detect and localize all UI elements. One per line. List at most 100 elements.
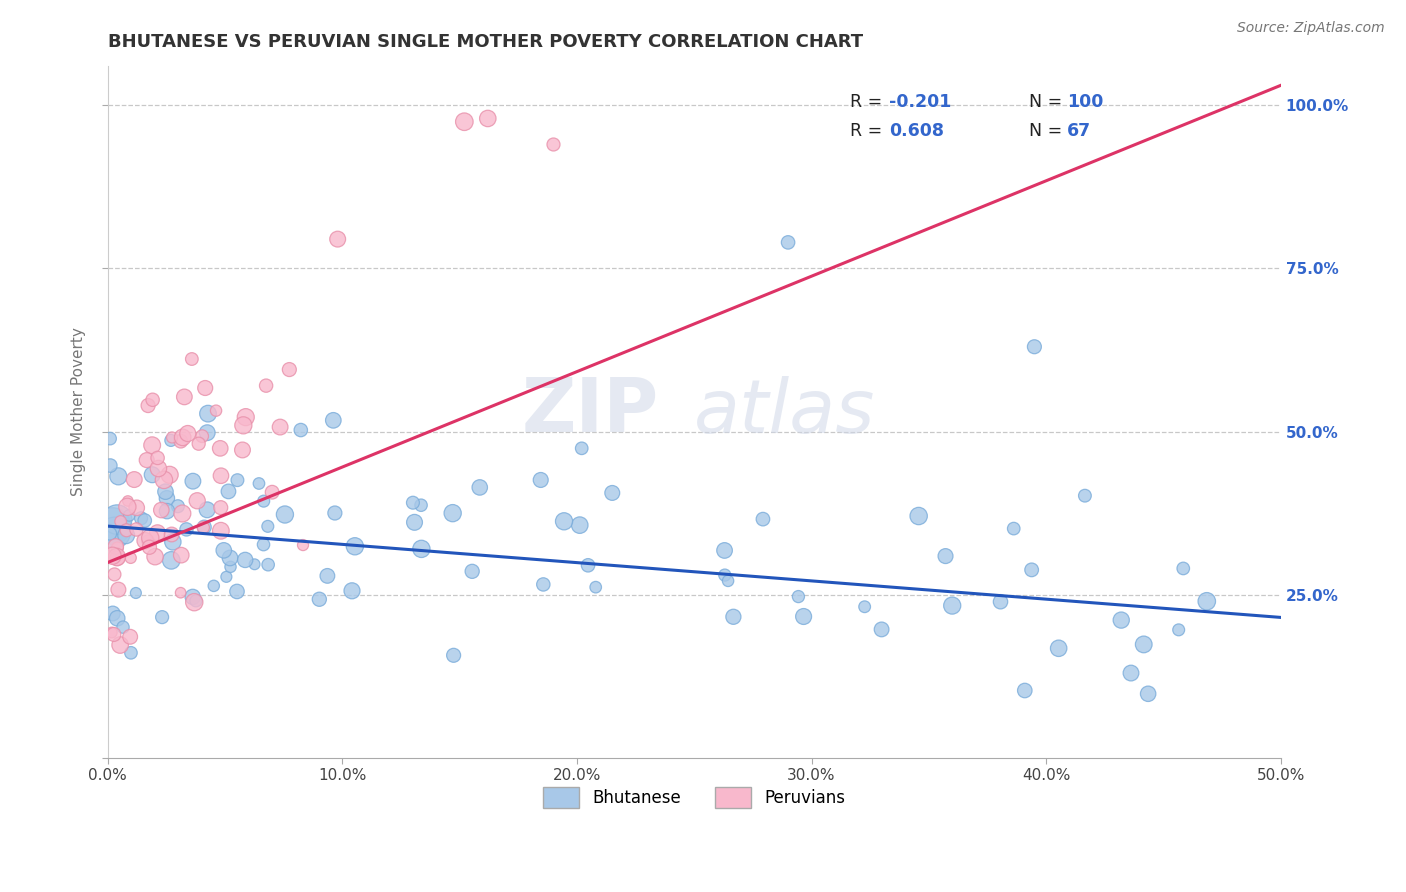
Point bbox=[115, 524, 138, 538]
Point bbox=[215, 570, 238, 584]
Point bbox=[159, 467, 181, 482]
Point bbox=[114, 523, 136, 537]
Point bbox=[409, 498, 432, 512]
Point bbox=[103, 627, 125, 641]
Point bbox=[141, 438, 163, 452]
Point bbox=[209, 468, 232, 483]
Point bbox=[1024, 340, 1046, 354]
Point bbox=[103, 567, 125, 582]
Point bbox=[117, 500, 139, 514]
Point bbox=[274, 508, 297, 522]
Point bbox=[177, 426, 200, 441]
Point bbox=[219, 559, 242, 574]
Point bbox=[129, 511, 152, 525]
Text: R =: R = bbox=[851, 122, 889, 140]
Point bbox=[247, 476, 270, 491]
Point bbox=[209, 524, 232, 538]
Point bbox=[404, 516, 426, 530]
Y-axis label: Single Mother Poverty: Single Mother Poverty bbox=[72, 327, 86, 497]
Point bbox=[209, 442, 232, 456]
Point bbox=[571, 442, 593, 456]
Point bbox=[104, 525, 127, 540]
Point bbox=[146, 525, 169, 540]
Point bbox=[233, 553, 256, 567]
Text: BHUTANESE VS PERUVIAN SINGLE MOTHER POVERTY CORRELATION CHART: BHUTANESE VS PERUVIAN SINGLE MOTHER POVE… bbox=[108, 33, 863, 51]
Point bbox=[105, 611, 128, 625]
Point bbox=[793, 609, 815, 624]
Point bbox=[153, 473, 176, 487]
Point bbox=[257, 558, 280, 572]
Point bbox=[219, 551, 242, 566]
Point bbox=[107, 582, 129, 597]
Point bbox=[235, 410, 257, 425]
Point bbox=[150, 610, 173, 624]
Point bbox=[778, 235, 800, 250]
Point bbox=[340, 583, 363, 598]
Point bbox=[461, 565, 484, 579]
Text: N =: N = bbox=[1029, 94, 1067, 112]
Point bbox=[468, 480, 491, 494]
Point bbox=[907, 508, 929, 523]
Point bbox=[184, 594, 207, 608]
Point bbox=[125, 523, 148, 537]
Point bbox=[1109, 613, 1132, 627]
Point bbox=[136, 534, 159, 549]
Point bbox=[160, 553, 183, 567]
Point bbox=[120, 630, 142, 644]
Point bbox=[186, 493, 208, 508]
Point bbox=[143, 549, 166, 564]
Text: -0.201: -0.201 bbox=[889, 94, 952, 112]
Point bbox=[107, 469, 129, 483]
Point bbox=[100, 625, 122, 640]
Point bbox=[120, 646, 142, 660]
Point bbox=[134, 533, 156, 548]
Point bbox=[934, 549, 956, 563]
Point bbox=[217, 484, 239, 499]
Point bbox=[568, 518, 591, 533]
Point bbox=[600, 486, 623, 500]
Point bbox=[253, 494, 276, 508]
Point bbox=[176, 522, 198, 536]
Point bbox=[98, 526, 121, 541]
Point bbox=[101, 607, 124, 621]
Text: R =: R = bbox=[851, 94, 889, 112]
Legend: Bhutanese, Peruvians: Bhutanese, Peruvians bbox=[536, 780, 852, 815]
Point bbox=[194, 381, 217, 395]
Point bbox=[150, 503, 173, 517]
Point bbox=[290, 423, 312, 437]
Point bbox=[453, 114, 475, 128]
Point bbox=[134, 514, 156, 528]
Point bbox=[308, 592, 330, 607]
Point bbox=[160, 434, 183, 448]
Point bbox=[477, 112, 499, 126]
Point bbox=[135, 453, 157, 467]
Point bbox=[990, 595, 1012, 609]
Point bbox=[402, 496, 425, 510]
Point bbox=[269, 420, 291, 434]
Point bbox=[443, 648, 465, 663]
Point bbox=[148, 461, 170, 475]
Point bbox=[193, 520, 215, 534]
Point bbox=[343, 539, 366, 553]
Point bbox=[941, 599, 963, 613]
Point bbox=[118, 508, 141, 523]
Point bbox=[1132, 637, 1154, 651]
Point bbox=[136, 399, 159, 413]
Point bbox=[101, 549, 124, 563]
Point bbox=[139, 531, 162, 545]
Point bbox=[105, 512, 128, 526]
Point bbox=[172, 507, 194, 521]
Point bbox=[183, 595, 205, 609]
Point bbox=[160, 527, 183, 541]
Point bbox=[752, 512, 775, 526]
Point bbox=[714, 568, 737, 582]
Point bbox=[170, 434, 193, 449]
Point bbox=[172, 430, 194, 444]
Point bbox=[209, 500, 232, 515]
Point bbox=[169, 585, 191, 599]
Point bbox=[167, 500, 190, 514]
Point bbox=[717, 574, 740, 588]
Point bbox=[256, 519, 278, 533]
Point bbox=[141, 467, 163, 482]
Point bbox=[254, 378, 277, 392]
